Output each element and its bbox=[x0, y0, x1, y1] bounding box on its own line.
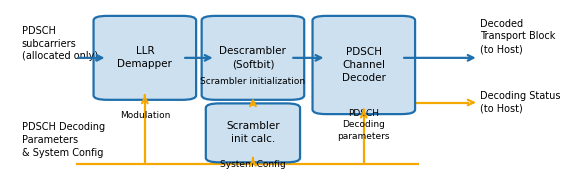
Text: Decoding Status
(to Host): Decoding Status (to Host) bbox=[480, 91, 560, 114]
Text: PDSCH
Decoding
parameters: PDSCH Decoding parameters bbox=[338, 109, 390, 141]
FancyBboxPatch shape bbox=[206, 103, 300, 162]
Text: Scrambler initialization: Scrambler initialization bbox=[200, 77, 305, 86]
Text: Descrambler
(Softbit): Descrambler (Softbit) bbox=[219, 46, 286, 69]
Text: Modulation: Modulation bbox=[120, 111, 170, 120]
FancyBboxPatch shape bbox=[313, 16, 415, 114]
Text: LLR
Demapper: LLR Demapper bbox=[118, 46, 172, 69]
FancyBboxPatch shape bbox=[202, 16, 304, 100]
FancyBboxPatch shape bbox=[93, 16, 196, 100]
Text: System Config: System Config bbox=[220, 160, 286, 169]
Text: Decoded
Transport Block
(to Host): Decoded Transport Block (to Host) bbox=[480, 19, 556, 54]
Text: PDSCH
subcarriers
(allocated only): PDSCH subcarriers (allocated only) bbox=[22, 26, 98, 61]
Text: PDSCH Decoding
Parameters
& System Config: PDSCH Decoding Parameters & System Confi… bbox=[22, 122, 105, 158]
Text: Scrambler
init calc.: Scrambler init calc. bbox=[226, 122, 280, 144]
Text: PDSCH
Channel
Decoder: PDSCH Channel Decoder bbox=[342, 47, 386, 83]
